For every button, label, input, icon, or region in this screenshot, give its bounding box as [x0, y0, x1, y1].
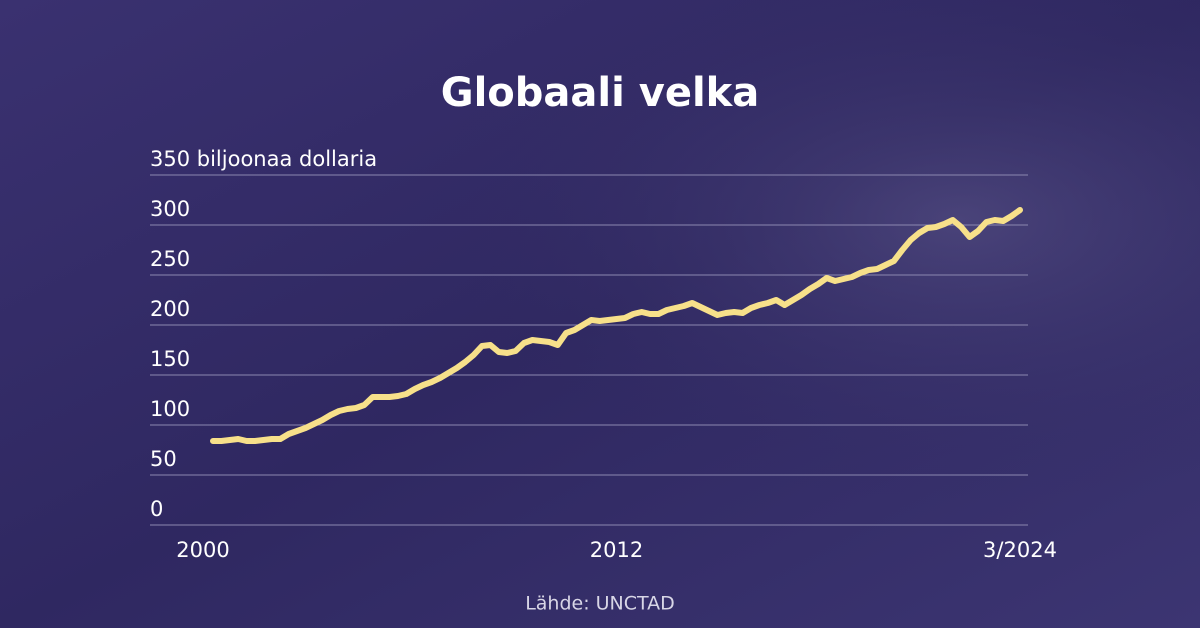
y-tick-label: 350 biljoonaa dollaria: [150, 147, 377, 171]
y-tick-label: 300: [150, 197, 190, 221]
y-tick-label: 250: [150, 247, 190, 271]
y-tick-label: 100: [150, 397, 190, 421]
chart-title: Globaali velka: [441, 70, 760, 116]
x-tick-label: 2012: [590, 538, 643, 562]
source: Lähde: UNCTAD: [525, 593, 675, 615]
y-tick-label: 200: [150, 297, 190, 321]
x-tick-label: 3/2024: [983, 538, 1057, 562]
x-tick-label: 2000: [176, 538, 229, 562]
y-tick-label: 50: [150, 447, 177, 471]
y-tick-label: 0: [150, 497, 163, 521]
data-line: [210, 207, 1023, 444]
y-tick-label: 150: [150, 347, 190, 371]
